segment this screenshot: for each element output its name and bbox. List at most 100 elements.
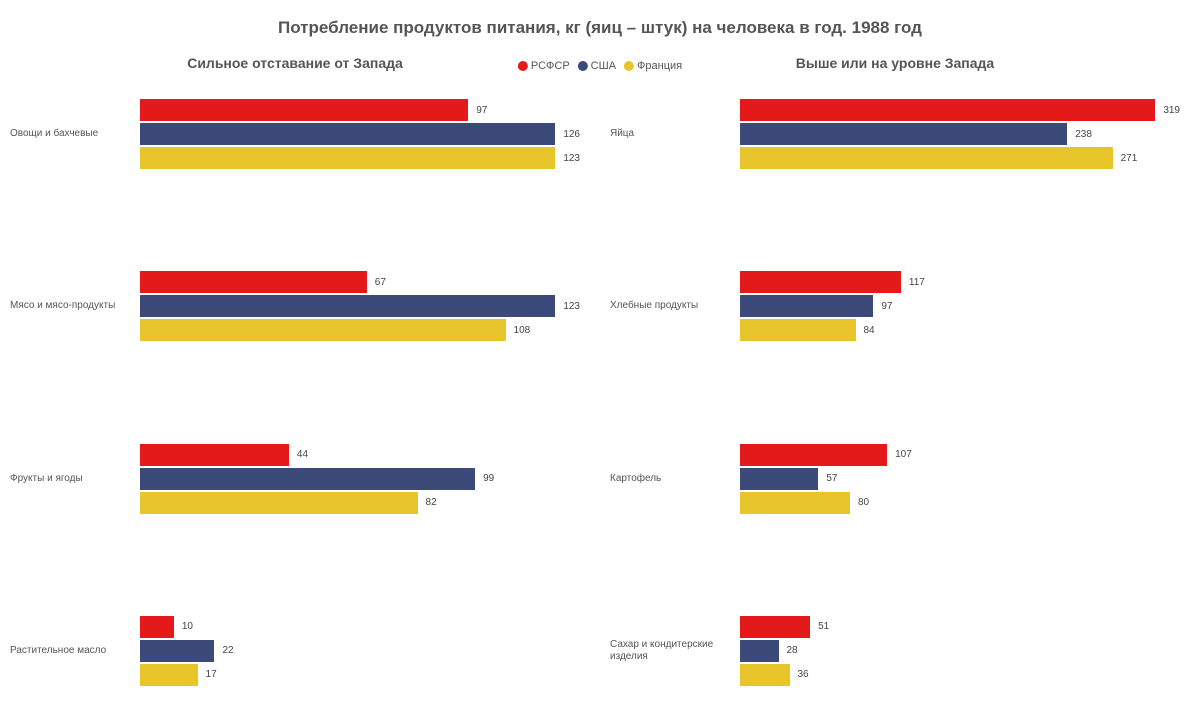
- bar-value-label: 319: [1163, 105, 1180, 116]
- category-label: Мясо и мясо-продукты: [10, 300, 140, 312]
- bar: [140, 295, 555, 317]
- category-label: Сахар и кондитерские изделия: [610, 639, 740, 663]
- category-label: Овощи и бахчевые: [10, 128, 140, 140]
- bar: [740, 295, 873, 317]
- bar-group: Овощи и бахчевые 97 126 123: [10, 99, 580, 169]
- bar-group: Хлебные продукты 117 97 84: [610, 271, 1180, 341]
- chart-panel: Выше или на уровне Запада Яйца 319 238 271 Хл…: [600, 55, 1200, 702]
- bar-row: 123: [140, 295, 580, 317]
- bar-row: 22: [140, 640, 580, 662]
- bar-row: 99: [140, 468, 580, 490]
- bar-value-label: 97: [476, 105, 487, 116]
- bar-row: 271: [740, 147, 1180, 169]
- bar-value-label: 28: [787, 645, 798, 656]
- bar-row: 57: [740, 468, 1180, 490]
- bar-row: 97: [140, 99, 580, 121]
- bar-value-label: 17: [206, 669, 217, 680]
- bar-row: 123: [140, 147, 580, 169]
- bars: 117 97 84: [740, 271, 1180, 341]
- bar-group: Картофель 107 57 80: [610, 444, 1180, 514]
- bars: 44 99 82: [140, 444, 580, 514]
- bar: [740, 99, 1155, 121]
- bar-row: 17: [140, 664, 580, 686]
- bar-groups: Яйца 319 238 271 Хлебные продукты 117 97 84 Карт…: [610, 99, 1180, 686]
- bar-row: 319: [740, 99, 1180, 121]
- bars: 10 22 17: [140, 616, 580, 686]
- bar-row: 238: [740, 123, 1180, 145]
- bar-row: 10: [140, 616, 580, 638]
- bar: [740, 640, 779, 662]
- bar: [140, 664, 198, 686]
- bar-value-label: 123: [563, 301, 580, 312]
- page-title: Потребление продуктов питания, кг (яиц –…: [0, 0, 1200, 38]
- bar-row: 82: [140, 492, 580, 514]
- bar: [740, 271, 901, 293]
- chart-panel: Сильное отставание от Запада Овощи и бахч…: [0, 55, 600, 702]
- bar-value-label: 44: [297, 449, 308, 460]
- bar-row: 107: [740, 444, 1180, 466]
- bar-value-label: 67: [375, 277, 386, 288]
- bar: [740, 444, 887, 466]
- bars: 67 123 108: [140, 271, 580, 341]
- bar: [140, 147, 555, 169]
- bar-value-label: 57: [826, 473, 837, 484]
- chart-panels: Сильное отставание от Запада Овощи и бахч…: [0, 55, 1200, 702]
- bar-value-label: 10: [182, 621, 193, 632]
- bar: [140, 123, 555, 145]
- bar-row: 80: [740, 492, 1180, 514]
- bar: [740, 123, 1067, 145]
- category-label: Картофель: [610, 473, 740, 485]
- bar: [740, 616, 810, 638]
- category-label: Фрукты и ягоды: [10, 473, 140, 485]
- bar: [140, 468, 475, 490]
- bar-value-label: 108: [514, 325, 531, 336]
- bars: 107 57 80: [740, 444, 1180, 514]
- bar: [140, 271, 367, 293]
- bar-value-label: 36: [798, 669, 809, 680]
- bar: [740, 147, 1113, 169]
- bar-groups: Овощи и бахчевые 97 126 123 Мясо и мясо-прод…: [10, 99, 580, 686]
- bar: [140, 492, 418, 514]
- bar-row: 44: [140, 444, 580, 466]
- category-label: Хлебные продукты: [610, 300, 740, 312]
- bar: [140, 444, 289, 466]
- bars: 319 238 271: [740, 99, 1180, 169]
- bar-value-label: 84: [864, 325, 875, 336]
- panel-title: Сильное отставание от Запада: [10, 55, 580, 71]
- bar-row: 117: [740, 271, 1180, 293]
- bars: 51 28 36: [740, 616, 1180, 686]
- bar: [740, 468, 818, 490]
- bar-value-label: 123: [563, 153, 580, 164]
- category-label: Растительное масло: [10, 645, 140, 657]
- bar-value-label: 82: [426, 497, 437, 508]
- bar-group: Растительное масло 10 22 17: [10, 616, 580, 686]
- bar-value-label: 51: [818, 621, 829, 632]
- bar-value-label: 126: [563, 129, 580, 140]
- bar-row: 126: [140, 123, 580, 145]
- bar-group: Фрукты и ягоды 44 99 82: [10, 444, 580, 514]
- bar: [140, 640, 214, 662]
- bar: [740, 319, 856, 341]
- bar: [740, 492, 850, 514]
- bar-row: 108: [140, 319, 580, 341]
- bar-value-label: 238: [1075, 129, 1092, 140]
- bar-value-label: 107: [895, 449, 912, 460]
- bar: [140, 99, 468, 121]
- panel-title: Выше или на уровне Запада: [610, 55, 1180, 71]
- bar-value-label: 99: [483, 473, 494, 484]
- bar-row: 67: [140, 271, 580, 293]
- bars: 97 126 123: [140, 99, 580, 169]
- bar-row: 28: [740, 640, 1180, 662]
- bar-row: 36: [740, 664, 1180, 686]
- bar-value-label: 117: [909, 277, 925, 288]
- bar-value-label: 22: [222, 645, 233, 656]
- bar-group: Сахар и кондитерские изделия 51 28 36: [610, 616, 1180, 686]
- bar-value-label: 80: [858, 497, 869, 508]
- bar-value-label: 97: [881, 301, 892, 312]
- bar-row: 97: [740, 295, 1180, 317]
- bar: [140, 616, 174, 638]
- bar: [140, 319, 506, 341]
- bar-group: Яйца 319 238 271: [610, 99, 1180, 169]
- bar-row: 51: [740, 616, 1180, 638]
- category-label: Яйца: [610, 128, 740, 140]
